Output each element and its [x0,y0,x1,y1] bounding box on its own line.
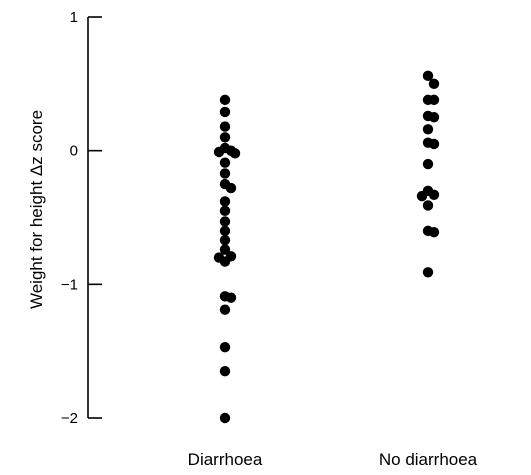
category-label-1: No diarrhoea [379,450,478,469]
data-point-diarrhoea-23 [219,304,231,315]
data-point-diarrhoea-8 [219,157,231,168]
data-point-no-diarrhoea-12 [416,190,428,202]
data-point-no-diarrhoea-16 [422,267,434,278]
data-point-no-diarrhoea-11 [428,189,440,200]
y-tick-label-0: 1 [70,9,78,26]
data-point-diarrhoea-17 [219,244,231,255]
y-axis-title: Weight for height Δz score [27,110,46,309]
data-point-no-diarrhoea-9 [422,158,434,170]
category-label-0: Diarrhoea [188,450,263,469]
data-point-no-diarrhoea-3 [428,94,440,106]
data-points [213,70,440,424]
y-tick-label-2: −1 [61,276,78,293]
data-point-no-diarrhoea-0 [422,70,434,82]
data-point-diarrhoea-11 [225,182,237,194]
data-point-diarrhoea-7 [229,148,241,159]
data-point-no-diarrhoea-13 [422,200,434,211]
data-point-diarrhoea-26 [219,412,231,424]
y-tick-label-3: −2 [61,410,78,427]
data-point-diarrhoea-14 [219,216,231,227]
data-point-no-diarrhoea-8 [428,138,440,150]
data-point-no-diarrhoea-6 [422,124,434,135]
data-point-diarrhoea-25 [219,366,231,377]
data-point-diarrhoea-13 [219,205,231,217]
data-point-diarrhoea-3 [219,132,231,143]
data-point-diarrhoea-0 [219,94,231,106]
y-tick-label-1: 0 [70,143,78,160]
data-point-diarrhoea-1 [219,106,231,118]
data-point-diarrhoea-16 [219,235,231,246]
data-point-diarrhoea-6 [213,146,225,158]
data-point-diarrhoea-12 [219,196,231,207]
data-point-diarrhoea-22 [225,292,237,303]
data-point-diarrhoea-9 [219,168,231,179]
data-point-diarrhoea-24 [219,341,231,353]
category-labels: Diarrhoea No diarrhoea [188,450,478,469]
data-point-diarrhoea-2 [219,121,231,132]
y-axis: 1 0 −1 −2 [61,9,102,427]
data-point-no-diarrhoea-15 [428,227,440,238]
data-point-diarrhoea-15 [219,225,231,237]
data-point-no-diarrhoea-5 [428,112,440,123]
data-point-no-diarrhoea-1 [428,78,440,90]
data-point-diarrhoea-20 [219,256,231,267]
